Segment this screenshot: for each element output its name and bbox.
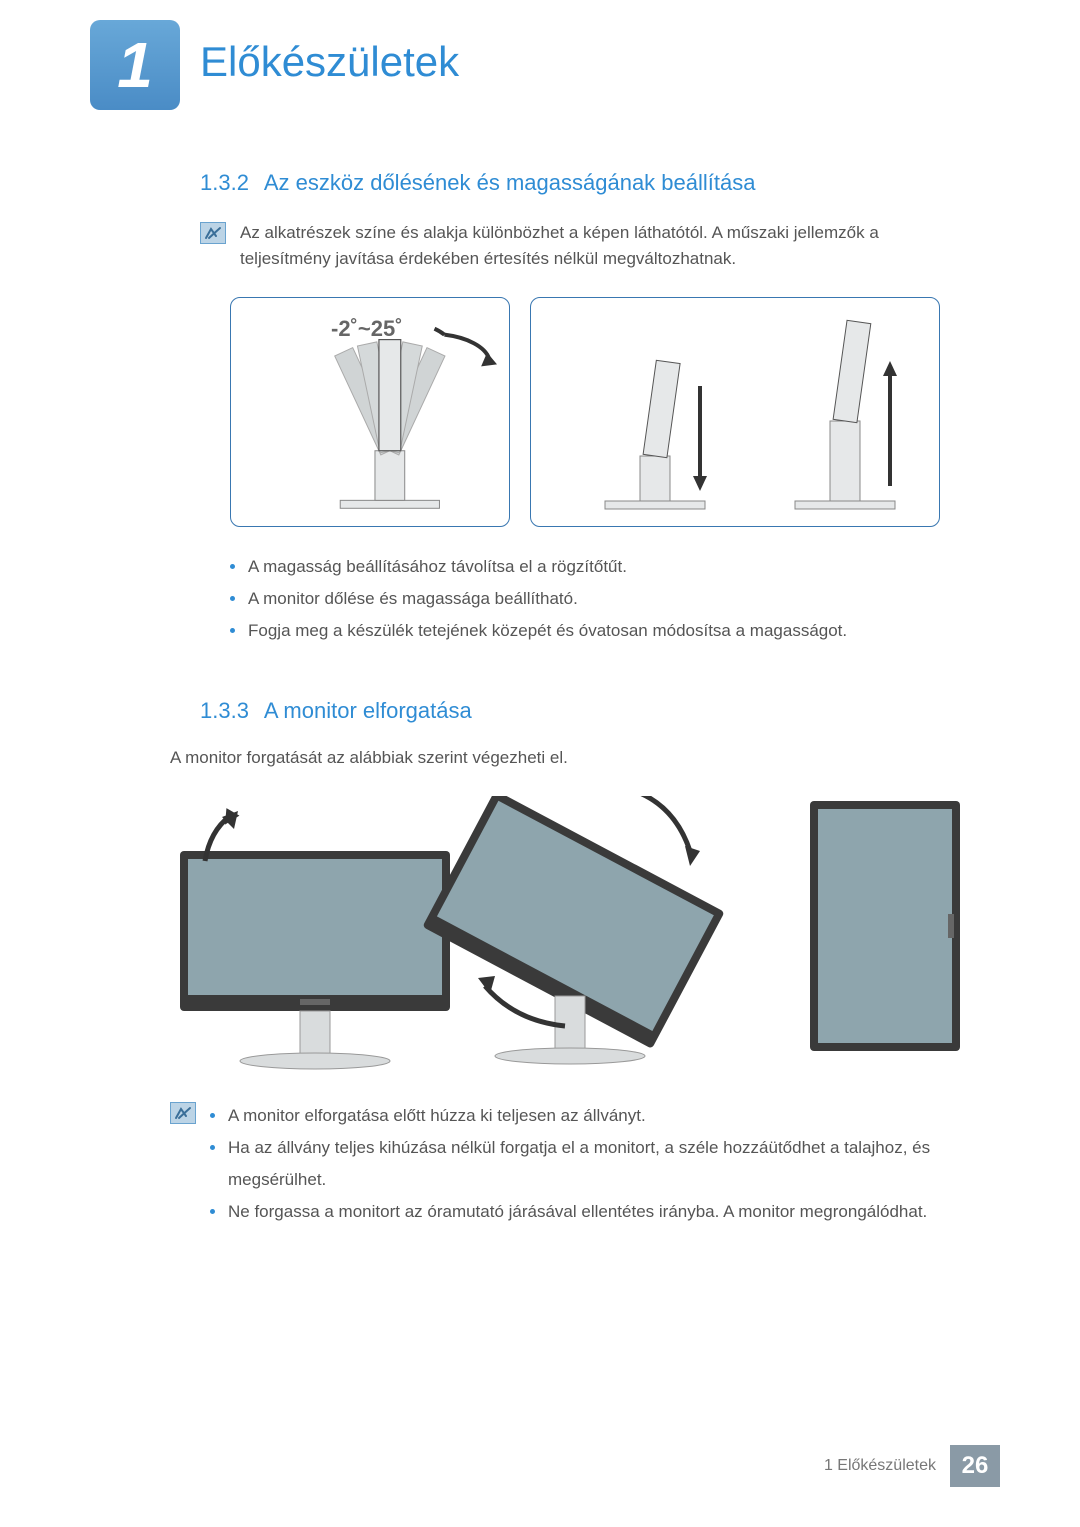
list-item: A monitor elforgatása előtt húzza ki tel… (210, 1100, 960, 1132)
list-item: Ne forgassa a monitort az óramutató járá… (210, 1196, 960, 1228)
footer-page-number: 26 (950, 1445, 1000, 1487)
section-1-3-3-bullets: A monitor elforgatása előtt húzza ki tel… (210, 1100, 960, 1229)
section-title: A monitor elforgatása (264, 698, 472, 723)
section-1-3-3-intro: A monitor forgatását az alábbiak szerint… (170, 748, 960, 768)
note-block: Az alkatrészek színe és alakja különbözh… (200, 220, 960, 273)
footer-text: 1 Előkészületek (824, 1457, 950, 1475)
section-title: Az eszköz dőlésének és magasságának beál… (264, 170, 756, 195)
height-diagram-svg (545, 316, 925, 516)
note-icon (200, 222, 226, 244)
chapter-number-box: 1 (90, 20, 180, 110)
section-heading-1-3-3: 1.3.3 A monitor elforgatása (200, 698, 960, 724)
rotation-diagram-svg (170, 796, 970, 1076)
tilt-height-diagrams: -2˚~25˚ (230, 297, 960, 527)
note-text: Az alkatrészek színe és alakja különbözh… (240, 220, 960, 273)
list-item: Ha az állvány teljes kihúzása nélkül for… (210, 1132, 960, 1197)
tilt-diagram-svg (241, 316, 499, 516)
page-content: 1.3.2 Az eszköz dőlésének és magasságána… (0, 130, 1080, 1229)
list-item: A monitor dőlése és magassága beállíthat… (230, 583, 960, 615)
chapter-number: 1 (117, 28, 153, 102)
note-block-2: A monitor elforgatása előtt húzza ki tel… (170, 1100, 960, 1229)
section-1-3-2-bullets: A magasság beállításához távolítsa el a … (230, 551, 960, 648)
note-icon (170, 1102, 196, 1124)
section-heading-1-3-2: 1.3.2 Az eszköz dőlésének és magasságána… (200, 170, 960, 196)
chapter-title: Előkészületek (200, 38, 459, 86)
page-footer: 1 Előkészületek 26 (824, 1445, 1000, 1487)
rotation-diagrams (170, 796, 970, 1076)
document-page: 1 Előkészületek 1.3.2 Az eszköz dőléséne… (0, 0, 1080, 1527)
chapter-header: 1 Előkészületek (0, 0, 1080, 130)
list-item: A magasság beállításához távolítsa el a … (230, 551, 960, 583)
tilt-diagram-box: -2˚~25˚ (230, 297, 510, 527)
list-item: Fogja meg a készülék tetejének közepét é… (230, 615, 960, 647)
section-number: 1.3.2 (200, 170, 249, 195)
section-number: 1.3.3 (200, 698, 249, 723)
tilt-range-label: -2˚~25˚ (331, 316, 403, 342)
height-diagram-box (530, 297, 940, 527)
